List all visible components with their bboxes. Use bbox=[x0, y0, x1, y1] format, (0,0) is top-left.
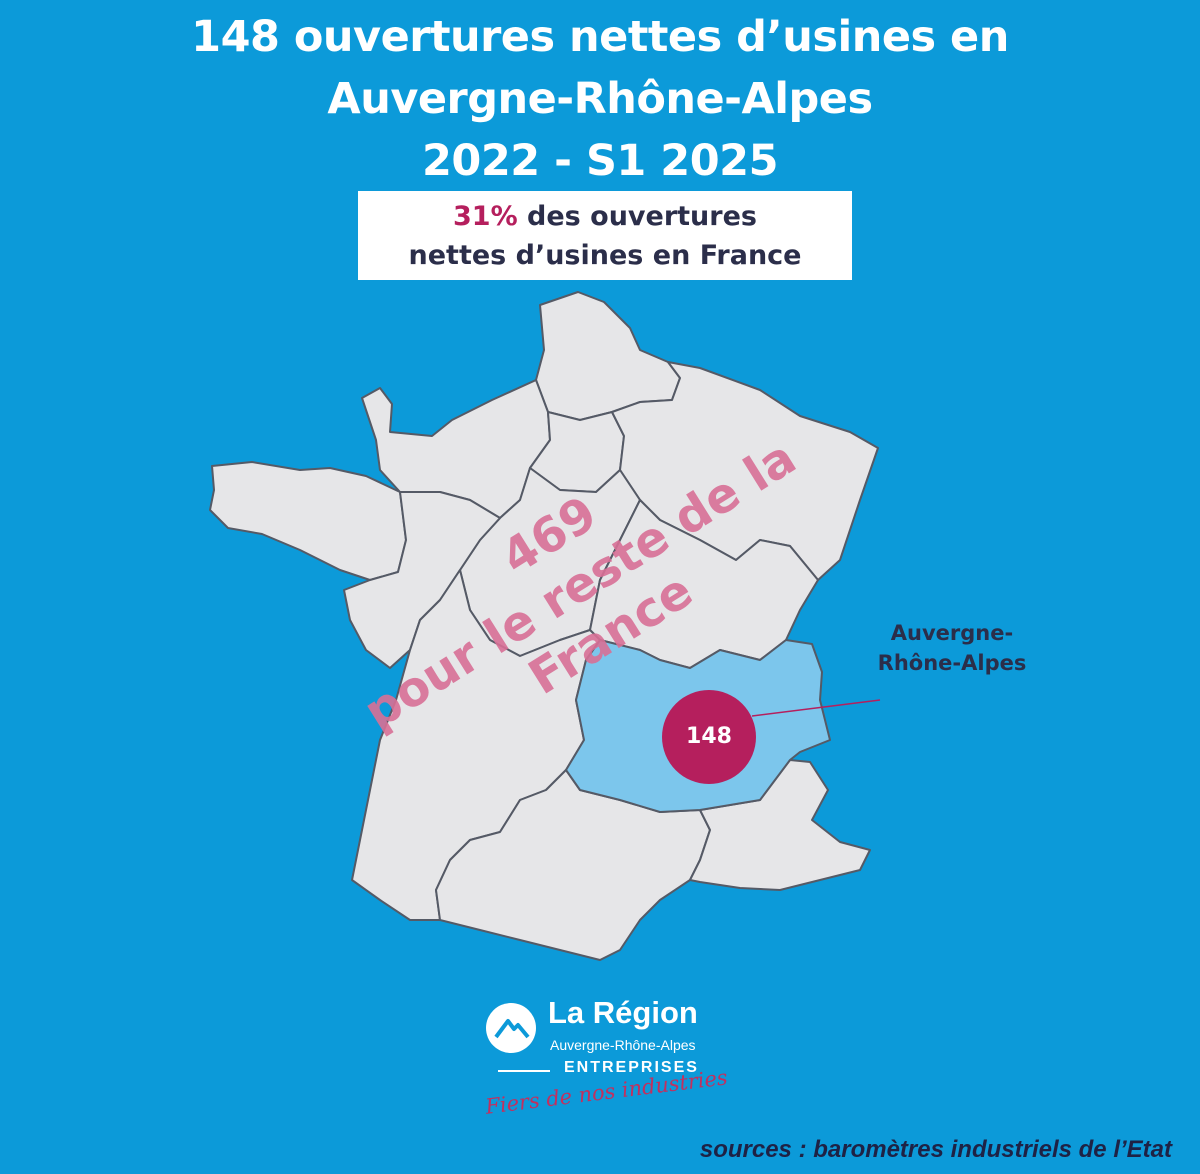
logo-name: La Région bbox=[548, 995, 698, 1030]
region-label: Auvergne- Rhône-Alpes bbox=[877, 621, 1027, 675]
logo-division: ENTREPRISES bbox=[564, 1059, 699, 1076]
region-bretagne bbox=[209, 461, 407, 581]
mountain-logo-icon bbox=[486, 1003, 536, 1053]
region-paca bbox=[689, 759, 871, 891]
share-percent: 31% bbox=[453, 201, 518, 232]
title-line-2: Auvergne-Rhône-Alpes bbox=[327, 74, 873, 124]
share-callout-line-1: 31% des ouvertures bbox=[358, 197, 852, 236]
sources-note: sources : baromètres industriels de l’Et… bbox=[699, 1136, 1172, 1163]
region-value-bubble: 148 bbox=[662, 690, 756, 784]
logo-divider bbox=[498, 1070, 550, 1072]
title-line-3: 2022 - S1 2025 bbox=[421, 136, 779, 186]
share-callout: 31% des ouvertures nettes d’usines en Fr… bbox=[358, 191, 852, 280]
region-logo: La Région Auvergne-Rhône-Alpes ENTREPRIS… bbox=[486, 993, 726, 1085]
title-line-1: 148 ouvertures nettes d’usines en bbox=[191, 12, 1009, 62]
page-title: 148 ouvertures nettes d’usines en Auverg… bbox=[0, 6, 1200, 192]
leader-line bbox=[751, 699, 881, 717]
logo-subtitle: Auvergne-Rhône-Alpes bbox=[550, 1037, 696, 1053]
share-callout-text-1: des ouvertures bbox=[517, 201, 757, 232]
share-callout-line-2: nettes d’usines en France bbox=[408, 240, 802, 271]
